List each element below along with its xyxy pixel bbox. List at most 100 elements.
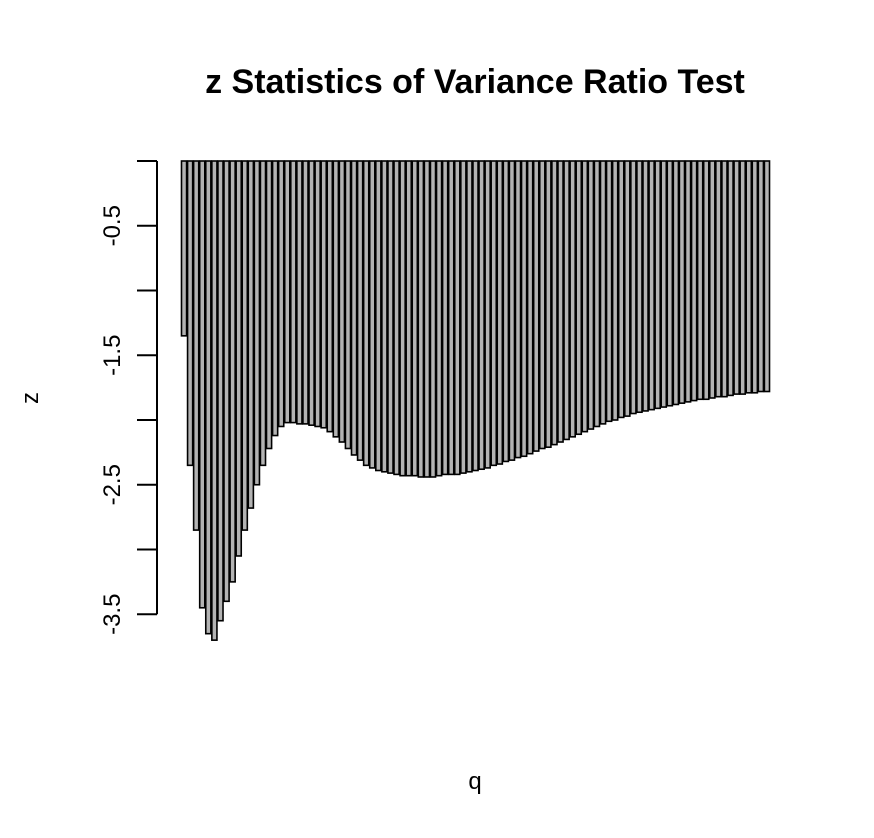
y-axis-label: z [17, 392, 44, 404]
bar [660, 160, 668, 408]
bar [496, 160, 504, 465]
y-tick-label: -0.5 [99, 205, 126, 246]
bar-series [180, 160, 771, 641]
bar [271, 160, 279, 437]
bar [581, 160, 589, 433]
bar [575, 160, 583, 436]
bar [381, 160, 388, 473]
bar [520, 160, 528, 458]
bar [690, 160, 698, 402]
bar [623, 160, 631, 417]
bar [605, 160, 613, 423]
x-axis-label: q [468, 768, 481, 795]
bar [453, 160, 461, 476]
bar [745, 160, 753, 394]
bar [405, 160, 413, 477]
bar [708, 160, 716, 399]
bar [460, 160, 467, 474]
bar [733, 160, 740, 395]
bar [350, 160, 358, 456]
bar [186, 160, 194, 467]
bar [751, 160, 759, 394]
bar [630, 160, 637, 415]
bar [417, 160, 425, 478]
bar [441, 160, 449, 476]
bar [696, 160, 704, 401]
bar [587, 160, 595, 430]
bar [192, 160, 200, 531]
bar [447, 160, 455, 476]
bar [393, 160, 400, 476]
bar [557, 160, 564, 443]
bar [648, 160, 655, 411]
bar [211, 160, 218, 641]
bar [356, 160, 364, 461]
bar [302, 160, 309, 425]
bar [672, 160, 680, 406]
bar [526, 160, 534, 455]
bar [180, 160, 188, 337]
bar [569, 160, 576, 438]
bar [308, 160, 315, 426]
bar [466, 160, 473, 473]
bar [217, 160, 224, 622]
bar [636, 160, 643, 414]
bar [545, 160, 552, 448]
bar [757, 160, 765, 393]
bar [702, 160, 710, 401]
y-axis: -3.5 -2.5 -1.5 -0.5 [99, 160, 158, 635]
bar [399, 160, 406, 477]
bar [374, 160, 382, 472]
bar [296, 160, 303, 425]
bar [198, 160, 206, 609]
bar [229, 160, 236, 583]
bar [326, 160, 334, 433]
bar [532, 160, 540, 452]
bar [563, 160, 570, 441]
bar [684, 160, 692, 403]
bar [551, 160, 558, 446]
bar [277, 160, 285, 428]
bar [241, 160, 249, 531]
bar [508, 160, 516, 461]
bar [253, 160, 261, 486]
bar [265, 160, 273, 450]
bar [484, 160, 491, 469]
bar [678, 160, 686, 404]
bar [611, 160, 619, 421]
bar [247, 160, 255, 509]
bar [423, 160, 431, 478]
bar [721, 160, 728, 398]
bar [204, 160, 212, 635]
bar [617, 160, 625, 419]
bar [715, 160, 722, 398]
bar [514, 160, 522, 459]
bar [739, 160, 747, 395]
bar [478, 160, 485, 471]
bar [368, 160, 376, 469]
y-tick-label: -1.5 [99, 335, 126, 376]
bar [411, 160, 419, 477]
bar [599, 160, 607, 425]
bar [387, 160, 394, 474]
bar [338, 160, 346, 443]
bar [763, 160, 771, 393]
bar [727, 160, 734, 397]
bar [235, 160, 243, 557]
bar [314, 160, 321, 428]
bar [435, 160, 443, 477]
bar [223, 160, 230, 603]
bar [502, 160, 510, 463]
bar [642, 160, 649, 412]
bar [429, 160, 437, 478]
bar [593, 160, 601, 428]
y-tick-label: -3.5 [99, 594, 126, 635]
bar [490, 160, 498, 467]
bar [666, 160, 674, 407]
bar [362, 160, 370, 467]
bar [654, 160, 662, 410]
bar [472, 160, 479, 472]
bar [283, 160, 291, 424]
bar [320, 160, 328, 429]
